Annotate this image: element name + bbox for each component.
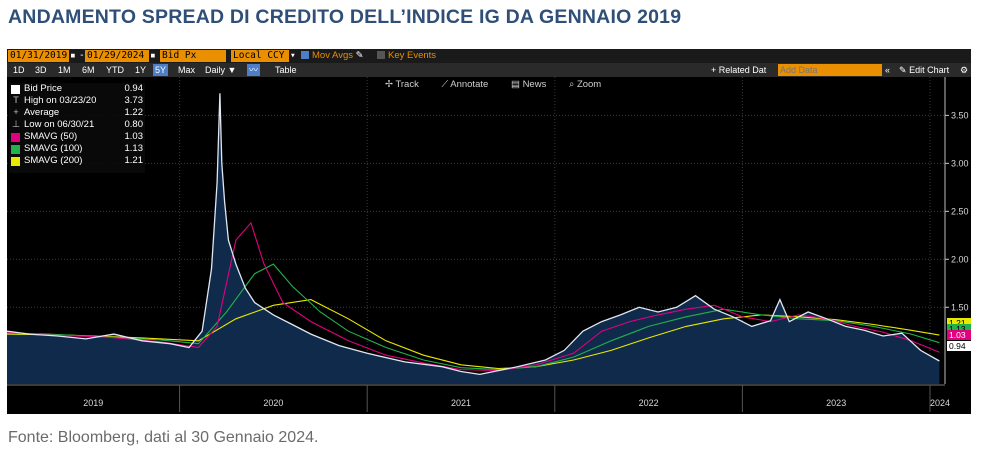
annotate-tool[interactable]: ⟋ Annotate	[441, 79, 489, 90]
field-select[interactable]: Bid Px	[160, 50, 226, 62]
source-note: Fonte: Bloomberg, dati al 30 Gennaio 202…	[8, 429, 319, 446]
x-tick-label: 2024	[930, 398, 950, 408]
track-tool[interactable]: ✢ Track	[385, 79, 419, 90]
calendar-icon[interactable]: ▪	[150, 50, 156, 61]
key-events-toggle[interactable]: Key Events	[377, 50, 436, 62]
y-tick-label: 2.00	[951, 254, 969, 264]
start-date-field[interactable]: 01/31/2019	[8, 50, 69, 62]
last-value-tag	[947, 330, 971, 340]
toolbar-periods: 1D 3D 1M 6M YTD 1Y 5Y Max Daily ▼ 〰 Tabl…	[7, 63, 971, 77]
toolbar-top: 01/31/2019 ▪ - 01/29/2024 ▪ Bid Px Local…	[7, 49, 971, 63]
legend-swatch	[11, 133, 20, 142]
y-tick-label: 3.50	[951, 110, 969, 120]
period-button-selected[interactable]: 5Y	[153, 64, 169, 76]
chart-type-icon[interactable]: 〰	[247, 64, 261, 76]
legend-item: SMAVG (100) 1.13	[11, 143, 143, 155]
price-area	[7, 93, 940, 385]
mov-avgs-toggle[interactable]: Mov Avgs ✎	[301, 50, 364, 62]
period-button[interactable]: 1M	[58, 65, 71, 75]
x-tick-label: 2023	[826, 398, 846, 408]
checkbox-checked-icon	[301, 51, 309, 59]
legend-item: ⊥ Low on 06/30/21 0.80	[11, 119, 143, 130]
news-tool[interactable]: ▤ News	[510, 79, 547, 90]
legend-item: SMAVG (200) 1.21	[11, 155, 143, 167]
page-title: ANDAMENTO SPREAD DI CREDITO DELL’INDICE …	[8, 6, 682, 28]
zoom-tool[interactable]: ⌕ Zoom	[568, 79, 602, 90]
table-button[interactable]: Table	[275, 65, 297, 75]
legend-swatch	[11, 157, 20, 166]
period-button[interactable]: 1D	[13, 65, 25, 75]
x-axis-band	[7, 384, 971, 414]
last-value-label: 0.94	[949, 341, 966, 351]
last-value-tag	[947, 324, 971, 334]
last-value-label: 1.13	[949, 324, 966, 334]
pencil-icon[interactable]: ✎	[355, 50, 364, 61]
y-tick-label: 2.50	[951, 206, 969, 216]
legend-item: + Average 1.22	[13, 107, 143, 118]
edit-chart-button[interactable]: ✎ Edit Chart	[899, 65, 950, 75]
end-date-field[interactable]: 01/29/2024	[85, 50, 149, 62]
x-tick-label: 2020	[263, 398, 283, 408]
calendar-icon[interactable]: ▪	[70, 50, 76, 61]
last-value-label: 1.03	[949, 330, 966, 340]
frequency-select[interactable]: Daily ▼	[205, 65, 237, 75]
y-tick-label: 1.50	[951, 302, 969, 312]
last-value-tag	[947, 318, 971, 328]
related-data-button[interactable]: + Related Dat	[711, 65, 767, 75]
price-line	[7, 93, 940, 376]
chart-tools: ✢ Track ⟋ Annotate ▤ News ⌕ Zoom	[385, 79, 621, 90]
legend-swatch	[11, 145, 20, 154]
chart-area[interactable]: 1.50 2.00 2.50 3.00 3.50 2019 2020 2021 2022 2023…	[7, 49, 971, 414]
period-button[interactable]: 3D	[35, 65, 47, 75]
gear-icon[interactable]: ⚙	[960, 65, 969, 75]
chart-legend: Bid Price 0.94 T High on 03/23/20 3.73 +…	[9, 83, 145, 173]
period-button[interactable]: 6M	[82, 65, 95, 75]
chevron-down-icon[interactable]: ▾	[290, 50, 296, 61]
legend-item: T High on 03/23/20 3.73	[13, 95, 143, 106]
last-value-tag	[947, 341, 971, 351]
period-button[interactable]: YTD	[106, 65, 124, 75]
currency-select[interactable]: Local CCY	[231, 50, 289, 62]
legend-item: Bid Price 0.94	[11, 83, 143, 95]
period-button[interactable]: Max	[178, 65, 196, 75]
period-button[interactable]: 1Y	[135, 65, 147, 75]
checkbox-icon	[377, 51, 385, 59]
bloomberg-chart-panel: 01/31/2019 ▪ - 01/29/2024 ▪ Bid Px Local…	[7, 49, 971, 414]
collapse-icon[interactable]: «	[885, 65, 891, 75]
pencil-icon: ✎	[899, 65, 907, 75]
legend-item: SMAVG (50) 1.03	[11, 131, 143, 143]
last-value-label: 1.21	[949, 318, 966, 328]
x-tick-label: 2021	[451, 398, 471, 408]
x-tick-label: 2019	[83, 398, 103, 408]
x-tick-label: 2022	[639, 398, 659, 408]
legend-swatch	[11, 85, 20, 94]
add-data-input[interactable]	[778, 64, 882, 76]
y-tick-label: 3.00	[951, 158, 969, 168]
